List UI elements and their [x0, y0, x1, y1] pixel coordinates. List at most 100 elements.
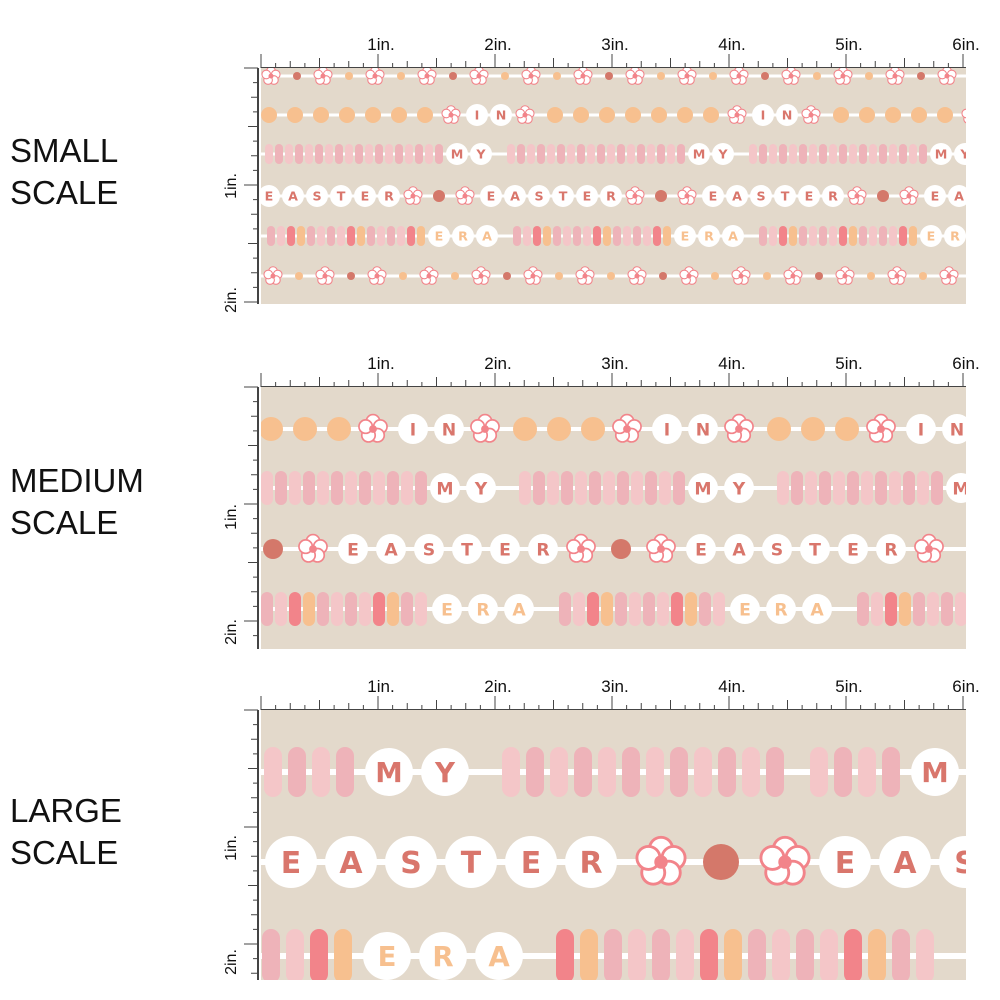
tube-bead [885, 592, 897, 626]
tube-bead [869, 226, 877, 246]
ruler-h-label: 2in. [484, 677, 511, 696]
tube-bead [417, 226, 425, 246]
tube-bead [742, 747, 760, 797]
flower-bead [625, 68, 645, 85]
letter-bead [385, 836, 437, 888]
flower-bead [523, 266, 543, 285]
letter-bead [762, 534, 792, 564]
flower-bead [313, 68, 333, 85]
letter-bead [470, 143, 492, 165]
tube-bead [955, 592, 966, 626]
tube-bead [643, 226, 651, 246]
tube-bead [285, 144, 293, 164]
tube-bead [264, 747, 282, 797]
tube-bead [573, 592, 585, 626]
tube-bead [875, 471, 887, 505]
flower-bead [783, 266, 803, 285]
round-bead [911, 107, 927, 123]
tube-bead [789, 226, 797, 246]
round-bead [607, 272, 615, 280]
tube-bead [869, 144, 877, 164]
small-fabric-swatch: INININMYMYMYEASTEREASTEREASTEREASTERERAE… [261, 68, 966, 304]
letter-bead-char: R [884, 540, 897, 560]
letter-bead [924, 185, 946, 207]
letter-bead [476, 225, 498, 247]
ruler-h-label: 2in. [484, 354, 511, 373]
letter-bead [942, 414, 966, 444]
flower-bead [866, 413, 896, 443]
tube-bead [583, 226, 591, 246]
letter-bead-char: E [499, 540, 511, 560]
tube-bead [325, 144, 333, 164]
tube-bead [598, 747, 616, 797]
letter-bead-char: T [461, 846, 482, 881]
tube-bead [373, 471, 385, 505]
tube-bead [623, 226, 631, 246]
round-bead [327, 417, 351, 441]
letter-bead [419, 932, 467, 980]
letter-bead [330, 185, 352, 207]
letter-bead [432, 594, 462, 624]
letter-bead-char: E [927, 229, 936, 244]
letter-bead-char: A [488, 940, 510, 973]
letter-bead-char: A [954, 189, 964, 204]
letter-bead-char: E [739, 600, 751, 620]
letter-bead-char: E [709, 189, 718, 204]
large-scale-panel: LARGE SCALE 1in. 2in. 3in. 4in. 5in. 6in. 1in.… [0, 660, 1000, 1000]
letter-bead-char: E [441, 600, 453, 620]
tube-bead [405, 144, 413, 164]
tube-bead [909, 144, 917, 164]
letter-bead [750, 185, 772, 207]
tube-bead [574, 747, 592, 797]
tube-bead [533, 226, 541, 246]
letter-bead-char: E [847, 540, 859, 560]
tube-bead [589, 471, 601, 505]
round-bead [263, 539, 283, 559]
tube-bead [899, 144, 907, 164]
letter-bead-char: E [435, 229, 444, 244]
round-bead [397, 72, 405, 80]
letter-bead-char: A [384, 540, 398, 560]
tube-bead [713, 592, 725, 626]
medium-scale-label-line1: MEDIUM [10, 462, 144, 499]
ruler-h-label: 3in. [601, 35, 628, 54]
letter-bead [363, 932, 411, 980]
letter-bead [822, 185, 844, 207]
tube-bead [657, 592, 669, 626]
round-bead [399, 272, 407, 280]
tube-bead [401, 592, 413, 626]
letter-bead [376, 534, 406, 564]
round-bead [261, 417, 283, 441]
tube-bead [834, 747, 852, 797]
tube-bead [367, 226, 375, 246]
round-bead [709, 72, 717, 80]
tube-bead [401, 471, 413, 505]
round-bead [655, 190, 667, 202]
letter-bead-char: E [265, 189, 274, 204]
letter-bead [879, 836, 931, 888]
ruler-h-label: 2in. [484, 35, 511, 54]
tube-bead [859, 226, 867, 246]
tube-bead [647, 144, 655, 164]
letter-bead [466, 104, 488, 126]
tube-bead [941, 592, 953, 626]
tube-bead [288, 747, 306, 797]
letter-bead-char: E [931, 189, 940, 204]
tube-bead [303, 471, 315, 505]
tube-bead [919, 144, 927, 164]
tube-bead [275, 144, 283, 164]
tube-bead [547, 144, 555, 164]
letter-bead [504, 594, 534, 624]
round-bead [651, 107, 667, 123]
tube-bead [882, 747, 900, 797]
round-bead [885, 107, 901, 123]
round-bead [611, 539, 631, 559]
tube-bead [659, 471, 671, 505]
tube-bead [879, 226, 887, 246]
flower-bead [835, 266, 855, 285]
tube-bead [275, 471, 287, 505]
letter-bead-char: M [693, 147, 706, 162]
ruler-h-label: 4in. [718, 354, 745, 373]
letter-bead-char: S [423, 540, 435, 560]
letter-bead-char: T [559, 189, 568, 204]
